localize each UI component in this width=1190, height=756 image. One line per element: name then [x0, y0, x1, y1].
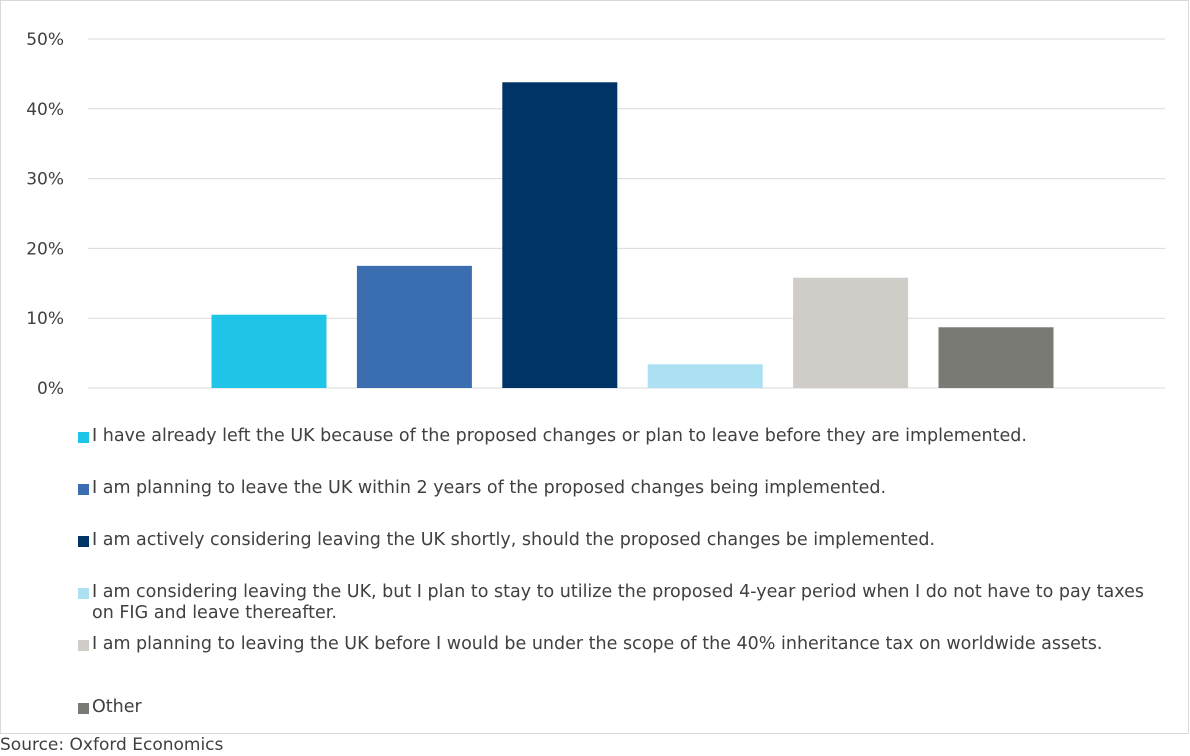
bar-5	[793, 277, 909, 388]
legend-item-6: Other	[78, 697, 1148, 718]
bar-chart: 0% 10% 20% 30% 40% 50%	[26, 30, 1165, 399]
legend-label-6: Other	[92, 697, 142, 717]
bar-1	[211, 314, 327, 388]
legend-label-4: I am considering leaving the UK, but I p…	[92, 582, 1144, 623]
legend-swatch-3	[78, 536, 89, 547]
legend-label-1: I have already left the UK because of th…	[92, 426, 1027, 446]
y-tick-label-4: 40%	[26, 100, 64, 120]
y-tick-label-5: 50%	[26, 30, 64, 50]
bar-6	[938, 327, 1054, 388]
y-tick-label-0: 0%	[37, 379, 64, 399]
legend-item-5: I am planning to leaving the UK before I…	[78, 634, 1148, 655]
legend-item-1: I have already left the UK because of th…	[78, 426, 1148, 447]
legend-swatch-5	[78, 640, 89, 651]
bar-2	[356, 265, 472, 388]
legend-item-2: I am planning to leave the UK within 2 y…	[78, 478, 1148, 499]
y-tick-label-3: 30%	[26, 170, 64, 190]
legend-swatch-6	[78, 703, 89, 714]
source-note: Source: Oxford Economics	[0, 735, 224, 755]
legend-label-3: I am actively considering leaving the UK…	[92, 530, 936, 550]
bar-3	[502, 82, 618, 388]
legend-item-4: I am considering leaving the UK, but I p…	[78, 582, 1148, 624]
chart-frame	[0, 0, 1189, 734]
legend-swatch-2	[78, 484, 89, 495]
legend-swatch-1	[78, 432, 89, 443]
legend-label-2: I am planning to leave the UK within 2 y…	[92, 478, 887, 498]
bars	[211, 82, 1054, 388]
legend-label-5: I am planning to leaving the UK before I…	[92, 634, 1103, 654]
y-tick-label-2: 20%	[26, 239, 64, 259]
legend-item-3: I am actively considering leaving the UK…	[78, 530, 1148, 551]
y-tick-label-1: 10%	[26, 309, 64, 329]
y-axis-tick-labels: 0% 10% 20% 30% 40% 50%	[26, 30, 64, 399]
legend-swatch-4	[78, 588, 89, 599]
bar-4	[647, 364, 763, 388]
